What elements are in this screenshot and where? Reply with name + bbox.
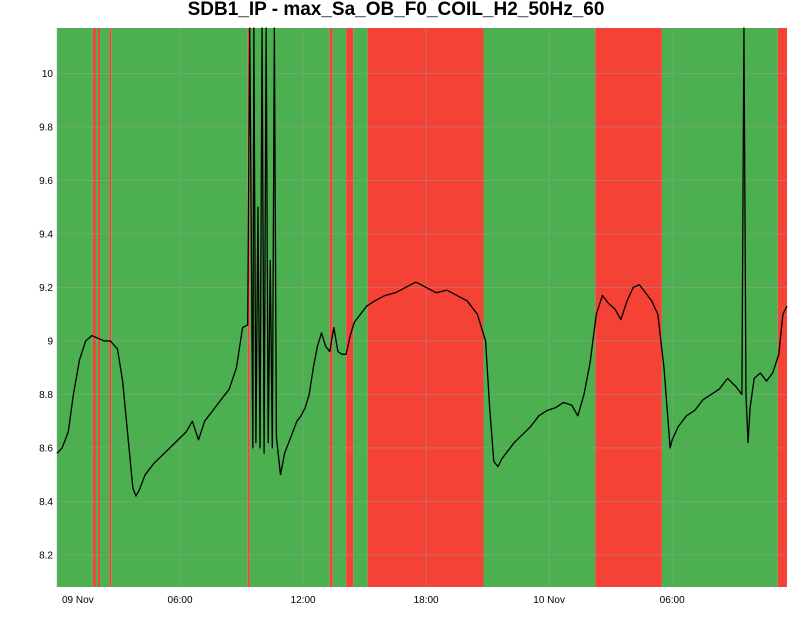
y-tick-label: 9.8 xyxy=(39,122,53,133)
state-band-green xyxy=(95,28,99,587)
y-tick-label: 9.4 xyxy=(39,229,53,240)
state-band-red xyxy=(92,28,96,587)
x-tick-label: 10 Nov xyxy=(533,595,565,606)
state-band-red xyxy=(109,28,112,587)
state-band-red xyxy=(346,28,354,587)
x-axis-ticks: 09 Nov 06:00 12:00 18:00 10 Nov 06:00 xyxy=(62,595,685,606)
state-band-red xyxy=(98,28,101,587)
x-tick-label: 09 Nov xyxy=(62,595,94,606)
state-band-green xyxy=(332,28,347,587)
x-tick-label: 06:00 xyxy=(168,595,193,606)
state-band-red xyxy=(777,28,787,587)
data-series xyxy=(56,27,788,497)
series-line xyxy=(56,27,788,497)
y-tick-label: 9.6 xyxy=(39,176,53,187)
x-tick-label: 12:00 xyxy=(291,595,316,606)
x-tick-label: 06:00 xyxy=(660,595,685,606)
grid xyxy=(56,28,787,587)
state-band-green xyxy=(100,28,110,587)
y-tick-label: 8.4 xyxy=(39,497,53,508)
state-band-red xyxy=(595,28,662,587)
y-tick-label: 9 xyxy=(47,336,53,347)
state-bands xyxy=(57,28,787,587)
state-band-green xyxy=(353,28,368,587)
y-tick-label: 8.6 xyxy=(39,443,53,454)
y-axis-ticks: 8.2 8.4 8.6 8.8 9 9.2 9.4 9.6 9.8 10 xyxy=(39,69,53,561)
y-tick-label: 8.8 xyxy=(39,390,53,401)
y-tick-label: 9.2 xyxy=(39,283,53,294)
state-band-green xyxy=(661,28,778,587)
y-tick-label: 10 xyxy=(42,69,54,80)
x-tick-label: 18:00 xyxy=(414,595,439,606)
state-band-green xyxy=(483,28,596,587)
state-band-red xyxy=(247,28,250,587)
chart-title: SDB1_IP - max_Sa_OB_F0_COIL_H2_50Hz_60 xyxy=(187,0,605,20)
y-tick-label: 8.2 xyxy=(39,550,53,561)
state-band-green xyxy=(57,28,93,587)
state-band-red xyxy=(329,28,333,587)
state-band-green xyxy=(111,28,248,587)
state-band-red xyxy=(367,28,484,587)
